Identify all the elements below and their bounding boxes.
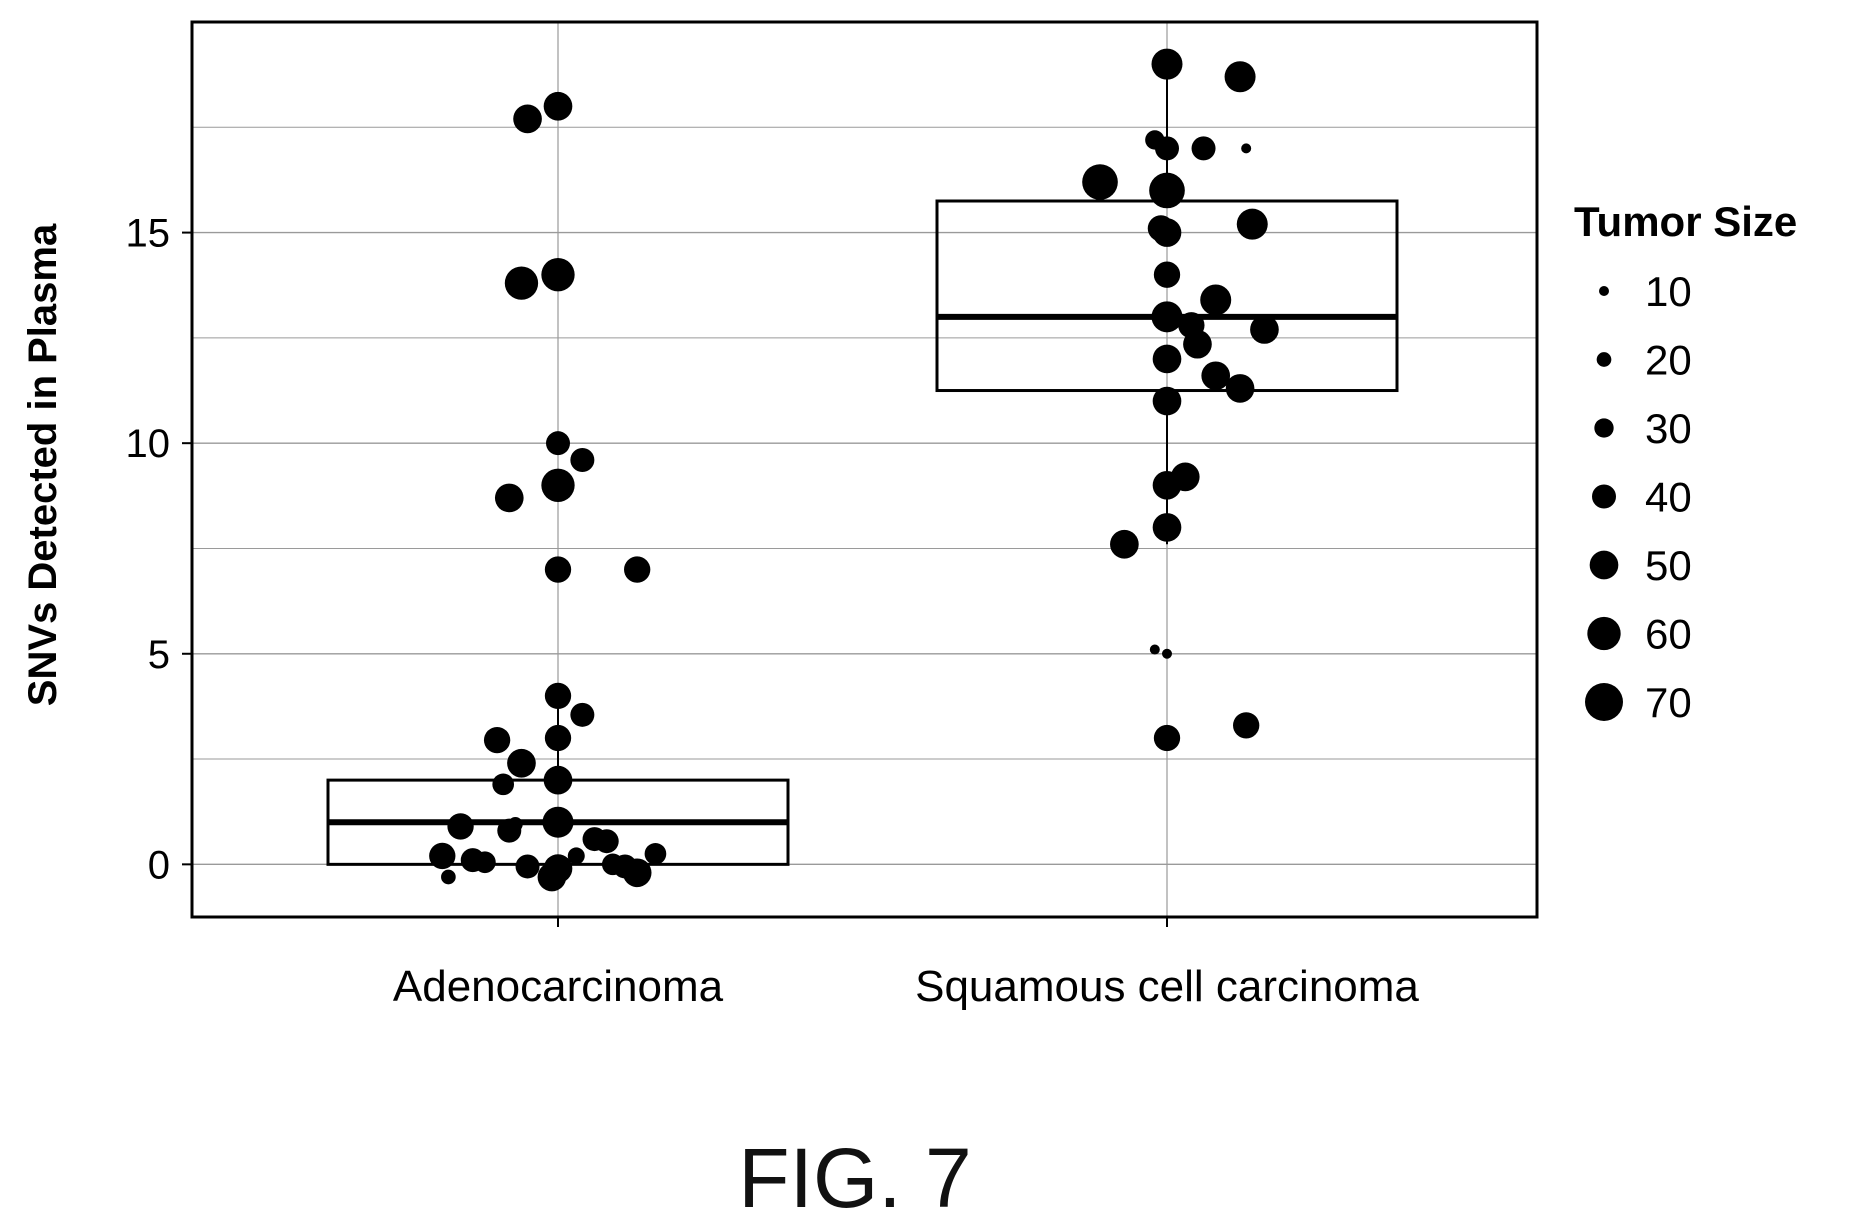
data-point <box>492 773 515 796</box>
x-tick-label: Squamous cell carcinoma <box>915 962 1419 1011</box>
legend-title: Tumor Size <box>1574 198 1797 245</box>
data-point <box>1224 61 1256 93</box>
data-point <box>441 869 456 885</box>
data-point <box>1241 143 1252 154</box>
legend-size-marker <box>1589 550 1619 580</box>
legend-size-marker <box>1599 286 1609 296</box>
data-point <box>1151 301 1183 333</box>
data-point <box>1200 284 1232 316</box>
legend-size-label: 50 <box>1645 542 1692 589</box>
data-point <box>567 847 585 865</box>
data-point <box>1233 712 1260 739</box>
data-point <box>543 91 573 121</box>
legend-size-label: 30 <box>1645 405 1692 452</box>
legend-size-marker <box>1594 418 1614 438</box>
data-point <box>542 806 574 838</box>
data-point <box>1183 329 1212 359</box>
data-point <box>513 104 542 134</box>
data-point <box>594 829 619 854</box>
data-point <box>1152 513 1182 542</box>
figure-caption: FIG. 7 <box>738 1131 972 1225</box>
data-point <box>474 851 496 874</box>
data-point <box>544 682 572 710</box>
legend-size-label: 60 <box>1645 611 1692 658</box>
data-point <box>541 258 575 292</box>
data-point <box>1152 218 1182 247</box>
data-point <box>1153 261 1181 288</box>
scatter-points <box>429 48 1279 892</box>
plot-frame <box>190 20 1539 919</box>
data-point <box>447 813 474 840</box>
data-point <box>508 817 523 832</box>
data-point <box>644 842 667 865</box>
legend-size-marker <box>1592 484 1616 509</box>
data-point <box>1153 724 1181 752</box>
data-point <box>515 854 540 879</box>
data-point <box>624 556 651 583</box>
data-point <box>483 726 511 754</box>
data-point <box>537 862 567 892</box>
data-point <box>1152 386 1182 416</box>
data-point <box>570 448 595 473</box>
data-point <box>570 702 595 727</box>
data-point <box>1191 136 1216 161</box>
axes: 0 5 10 15 Adenocarcinoma Squamous cell carcin… <box>126 212 1420 1011</box>
y-tick-label: 5 <box>148 633 170 677</box>
data-point <box>1162 648 1172 659</box>
data-point <box>622 858 652 888</box>
legend-size-marker <box>1596 352 1612 367</box>
data-point <box>1110 529 1139 559</box>
gridlines <box>192 22 1537 917</box>
data-point <box>1155 136 1179 161</box>
legend-size-label: 70 <box>1645 679 1692 726</box>
data-point <box>1149 172 1185 209</box>
y-axis-label: SNVs Detected in Plasma <box>21 223 65 706</box>
data-point <box>1082 164 1118 200</box>
data-point <box>1225 374 1255 403</box>
data-point <box>1201 361 1231 391</box>
data-point <box>1152 470 1182 500</box>
data-point <box>494 483 524 513</box>
data-point <box>1250 315 1279 344</box>
legend-size-label: 40 <box>1645 474 1692 521</box>
data-point <box>1152 344 1182 374</box>
x-tick-label: Adenocarcinoma <box>393 962 724 1011</box>
y-tick-label: 0 <box>148 843 170 887</box>
data-point <box>544 556 572 583</box>
data-point <box>546 431 570 456</box>
data-point <box>543 765 573 795</box>
legend-size-marker <box>1587 616 1621 651</box>
data-point <box>1149 644 1160 655</box>
data-point <box>507 748 536 778</box>
legend-size-label: 20 <box>1645 337 1692 384</box>
data-point <box>544 724 572 752</box>
data-point <box>1236 208 1268 240</box>
data-point <box>504 266 539 300</box>
data-point <box>1151 48 1183 80</box>
legend-size-label: 10 <box>1645 268 1692 315</box>
y-tick-label: 15 <box>126 212 171 256</box>
size-legend: 10 20 30 40 50 60 70 <box>1585 268 1692 726</box>
data-point <box>429 842 456 870</box>
legend-size-marker <box>1585 683 1623 721</box>
data-point <box>541 468 575 502</box>
y-tick-label: 10 <box>126 422 171 466</box>
